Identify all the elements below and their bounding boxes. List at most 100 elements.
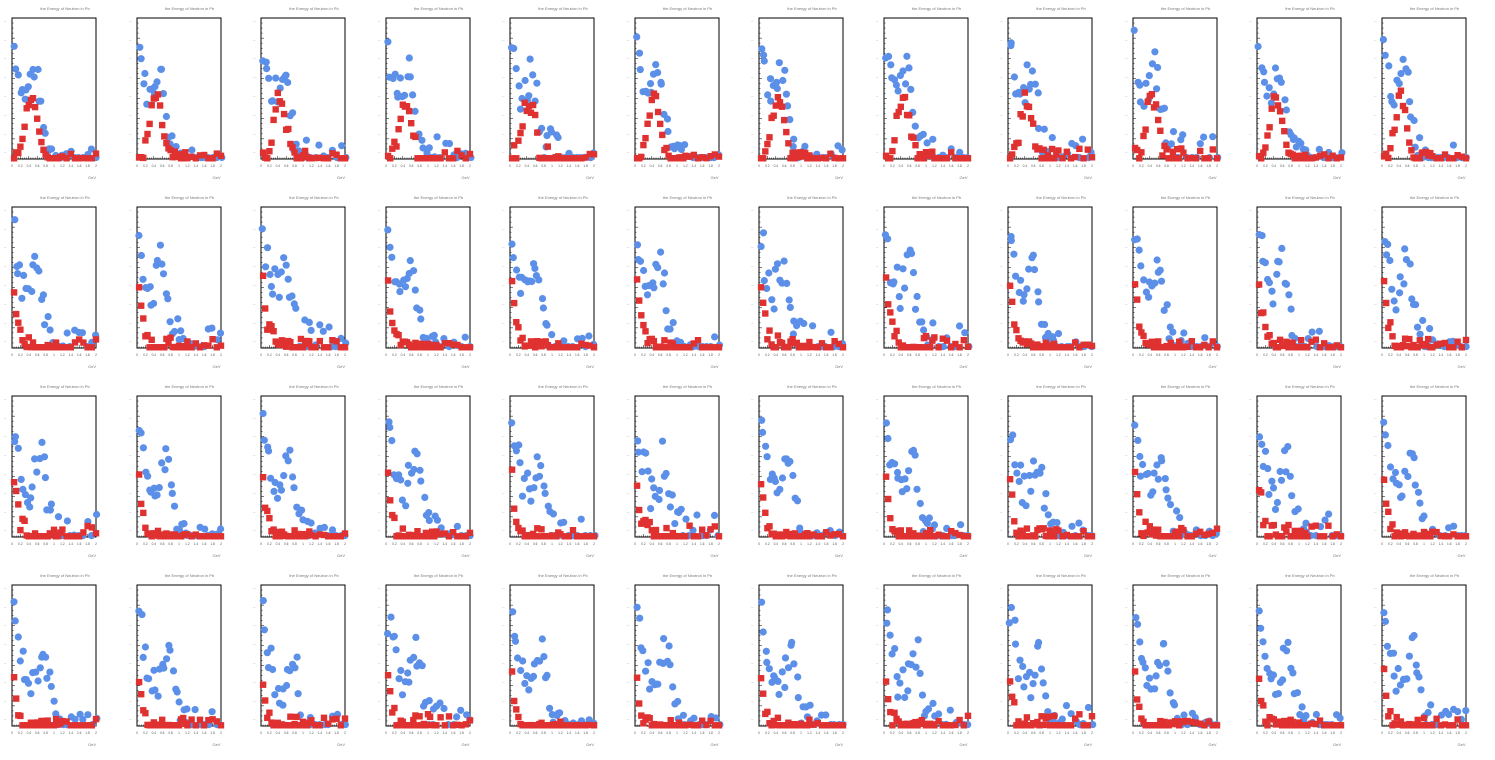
- x-tick-label: 1.8: [583, 164, 588, 168]
- x-tick-label: 0.4: [898, 542, 903, 546]
- x-tick-label: 1.8: [1206, 353, 1211, 357]
- y-tick-label: —: [253, 284, 256, 287]
- y-tick-label: —: [1374, 284, 1377, 287]
- blue-point: [1262, 259, 1269, 266]
- red-point: [570, 527, 576, 533]
- y-tick-label: —: [129, 417, 132, 420]
- red-point: [317, 338, 323, 344]
- blue-point: [136, 44, 143, 51]
- x-tick-label: 0.6: [35, 164, 40, 168]
- blue-point: [524, 470, 531, 477]
- blue-point: [1426, 325, 1433, 332]
- blue-point: [1384, 241, 1391, 248]
- y-tick-label: —: [1000, 76, 1003, 79]
- y-tick-label: —: [1000, 322, 1003, 325]
- x-tick-label: 1.4: [567, 164, 572, 168]
- red-point: [266, 515, 272, 521]
- x-tick-label: 1.2: [434, 164, 439, 168]
- blue-point: [1288, 306, 1295, 313]
- x-tick-label: 0.4: [774, 164, 779, 168]
- blue-point: [162, 445, 169, 452]
- x-tick-label: 2: [967, 353, 969, 357]
- y-tick-label: —: [751, 454, 754, 457]
- x-tick-label: 1: [551, 353, 553, 357]
- red-point: [1391, 127, 1397, 133]
- red-point: [1277, 337, 1283, 343]
- x-tick-label: 1.2: [807, 542, 812, 546]
- y-tick-label: —: [627, 76, 630, 79]
- red-point: [80, 529, 86, 535]
- y-tick-label: —: [502, 436, 505, 439]
- blue-point: [669, 319, 676, 326]
- y-tick-label: —: [876, 39, 879, 42]
- y-tick-label: —: [1125, 303, 1128, 306]
- y-tick-label: —: [253, 398, 256, 401]
- blue-point: [298, 507, 305, 514]
- blue-point: [1278, 245, 1285, 252]
- red-point: [1385, 155, 1391, 161]
- blue-point: [774, 85, 781, 92]
- blue-point: [633, 241, 640, 248]
- red-point: [1262, 324, 1268, 330]
- red-point: [882, 274, 888, 280]
- red-point: [466, 530, 472, 536]
- x-tick-label: 2: [842, 353, 844, 357]
- x-tick-label: 0.2: [641, 542, 646, 546]
- blue-point: [16, 261, 23, 268]
- blue-point: [303, 137, 310, 144]
- blue-point: [1269, 300, 1276, 307]
- red-point: [715, 153, 721, 159]
- x-tick-label: 0.2: [890, 164, 895, 168]
- blue-point: [542, 490, 549, 497]
- blue-point: [161, 466, 168, 473]
- red-point: [138, 303, 144, 309]
- red-point: [441, 149, 447, 155]
- x-tick-label: 0.4: [1147, 353, 1152, 357]
- blue-point: [527, 498, 534, 505]
- blue-point: [269, 291, 276, 298]
- red-point: [538, 526, 544, 532]
- blue-point: [188, 146, 195, 153]
- axis-frame: [510, 18, 594, 159]
- x-tick-label: 0.6: [782, 353, 787, 357]
- x-tick-label: 0.2: [267, 542, 272, 546]
- x-tick-label: 2: [1091, 164, 1093, 168]
- blue-point: [384, 226, 391, 233]
- y-tick-label: —: [253, 133, 256, 136]
- red-point: [342, 155, 348, 161]
- x-tick-label: 1.4: [193, 164, 198, 168]
- red-point: [642, 328, 648, 334]
- x-tick-label: 1.4: [691, 542, 696, 546]
- x-tick-label: 2: [95, 164, 97, 168]
- x-tick-label: 1.2: [309, 353, 314, 357]
- blue-point: [902, 80, 909, 87]
- blue-point: [1024, 61, 1031, 68]
- blue-point: [416, 307, 423, 314]
- red-point: [646, 519, 652, 525]
- x-tick-label: 0.6: [906, 353, 911, 357]
- x-tick-label: 2: [718, 164, 720, 168]
- y-tick-label: —: [1249, 209, 1252, 212]
- blue-point: [11, 216, 18, 223]
- y-tick-label: —: [378, 133, 381, 136]
- x-tick-label: 0.2: [516, 353, 521, 357]
- blue-point: [1395, 80, 1402, 87]
- red-point: [205, 343, 211, 349]
- y-tick-label: —: [378, 530, 381, 533]
- red-point: [964, 155, 970, 161]
- x-tick-label: 1.6: [699, 164, 704, 168]
- blue-point: [421, 494, 428, 501]
- blue-point: [153, 78, 160, 85]
- y-tick-label: —: [627, 133, 630, 136]
- red-point: [393, 143, 399, 149]
- blue-point: [1281, 96, 1288, 103]
- y-tick-label: —: [751, 511, 754, 514]
- blue-point: [536, 473, 543, 480]
- blue-point: [911, 306, 918, 313]
- red-point: [144, 131, 150, 137]
- x-tick-label: 1: [800, 542, 802, 546]
- blue-point: [1008, 39, 1015, 46]
- x-tick-label: 1: [427, 353, 429, 357]
